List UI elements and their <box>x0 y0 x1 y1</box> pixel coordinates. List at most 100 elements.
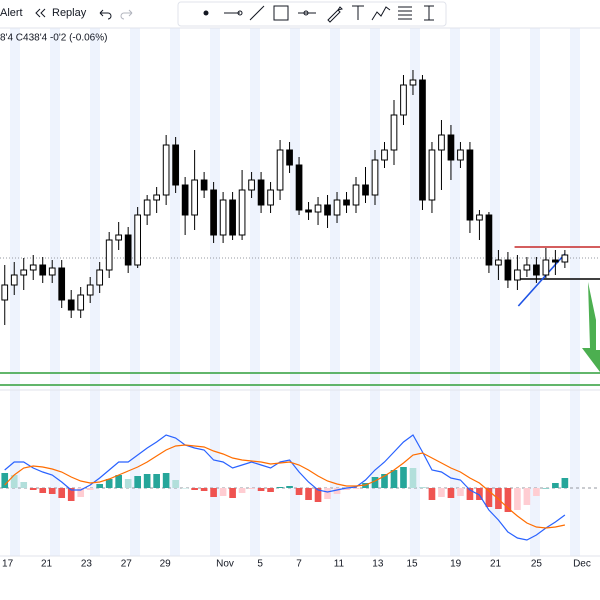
undo[interactable] <box>99 9 112 20</box>
histogram-bar <box>523 488 531 505</box>
histogram-bar <box>295 488 303 495</box>
candle-body <box>67 299 75 311</box>
candle-body <box>352 184 360 206</box>
histogram-bar <box>552 483 559 488</box>
histogram-bar <box>514 488 521 510</box>
candle-body <box>371 159 379 196</box>
x-tick-label: 27 <box>121 559 133 570</box>
histogram-bar <box>542 488 550 489</box>
histogram-bar <box>10 475 18 488</box>
projection-arrow <box>582 282 600 372</box>
candles <box>1 70 569 325</box>
measure-tool[interactable] <box>424 5 434 21</box>
brush-tool[interactable] <box>327 6 343 23</box>
histogram-bar <box>48 488 56 494</box>
histogram-bar <box>153 474 160 488</box>
candle-body <box>533 264 540 276</box>
candle-body <box>10 274 18 286</box>
x-tick-label: 11 <box>334 559 345 570</box>
histogram-bar <box>267 488 274 492</box>
histogram-bar <box>419 487 426 488</box>
candle-body <box>362 184 369 196</box>
path-tool[interactable] <box>371 6 391 21</box>
candle-body <box>419 79 426 201</box>
replay-icon[interactable] <box>35 8 46 18</box>
text-tool[interactable] <box>352 5 364 20</box>
time-axis: 17 21 23 27 29 Nov 5 7 11 13 15 19 21 25 Dec <box>2 559 591 570</box>
stripe <box>450 28 460 556</box>
histogram-bar <box>276 487 284 488</box>
stripe <box>370 28 380 556</box>
x-tick-label: 17 <box>2 559 14 570</box>
histogram-bar <box>67 488 75 501</box>
x-tick-label: 21 <box>490 559 502 570</box>
x-tick-label: Dec <box>573 559 591 570</box>
replay-button[interactable]: Replay <box>52 7 87 19</box>
redo[interactable] <box>120 9 133 20</box>
line-tool[interactable] <box>249 5 265 21</box>
histogram-bar <box>457 488 464 496</box>
dot-tool[interactable] <box>203 10 209 16</box>
alert-button[interactable]: Alert <box>0 7 23 19</box>
candle-body <box>466 149 474 221</box>
candle-body <box>542 259 550 276</box>
histogram-bar <box>324 488 331 499</box>
histogram-bar <box>438 488 445 497</box>
hline-tool[interactable] <box>298 10 316 16</box>
histogram-bar <box>428 488 436 500</box>
candle-body <box>305 209 312 213</box>
candle-body <box>381 149 388 161</box>
candle-body <box>257 179 265 206</box>
stripe <box>490 28 500 556</box>
histogram-bar <box>1 473 9 488</box>
drawing-toolbar <box>177 1 447 27</box>
ray-tool[interactable] <box>224 10 243 16</box>
stripe <box>250 28 260 556</box>
x-tick-label: Nov <box>216 559 234 570</box>
candle-body <box>210 189 217 236</box>
candle-body <box>428 149 436 201</box>
candle-body <box>400 84 407 116</box>
candle-body <box>552 259 559 263</box>
histogram-bar <box>343 488 350 490</box>
stripe <box>410 28 420 556</box>
candle-body <box>200 179 208 191</box>
candle-body <box>48 267 56 276</box>
candle-body <box>286 149 293 166</box>
histogram-bar <box>409 468 417 488</box>
candle-body <box>314 204 322 213</box>
macd-line <box>4 444 566 529</box>
session-shading <box>10 28 580 556</box>
x-tick-label: 15 <box>406 559 418 570</box>
candle-body <box>238 189 246 236</box>
histogram-bar <box>333 488 341 494</box>
candle-body <box>162 144 170 196</box>
candle-body <box>29 264 37 271</box>
rect-tool[interactable] <box>273 5 289 21</box>
histogram-bar <box>248 488 255 489</box>
candle-body <box>172 144 179 186</box>
candle-body <box>248 179 255 191</box>
stripe <box>530 28 540 556</box>
x-tick-label: 29 <box>160 559 172 570</box>
stripe <box>290 28 300 556</box>
histogram-bar <box>143 474 151 488</box>
histogram-bar <box>39 488 47 493</box>
candle-body <box>124 234 132 266</box>
candle-body <box>504 259 512 281</box>
candle-body <box>143 199 151 216</box>
histogram-bar <box>200 488 208 491</box>
histogram-bar <box>238 488 246 493</box>
histogram-bar <box>134 476 141 488</box>
stripe <box>170 28 180 556</box>
candle-body <box>1 284 9 301</box>
histogram-bar <box>352 488 360 489</box>
fib-tool[interactable] <box>398 6 412 20</box>
candle-body <box>134 214 142 266</box>
histogram-bar <box>229 488 236 498</box>
stripe <box>50 28 60 556</box>
histogram-bar <box>96 484 104 488</box>
histogram-bar <box>86 488 94 490</box>
candle-body <box>96 269 104 286</box>
candle-body <box>438 134 445 151</box>
